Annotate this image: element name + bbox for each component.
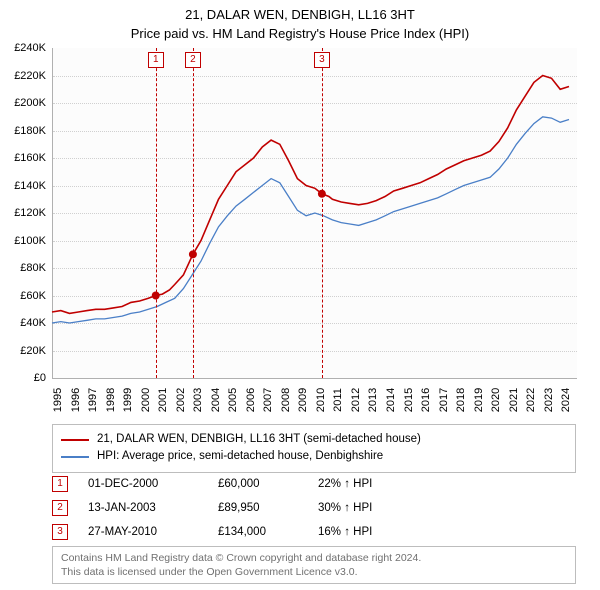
event-callout: 2 [185,52,201,68]
sale-row: 2 13-JAN-2003 £89,950 30% ↑ HPI [52,500,576,516]
x-tick-label: 2018 [455,388,467,412]
x-tick-label: 2015 [403,388,415,412]
sale-date: 27-MAY-2010 [88,526,198,538]
legend-swatch [61,439,89,441]
x-tick-label: 2017 [438,388,450,412]
y-tick-label: £180K [14,125,46,137]
x-tick-label: 2004 [210,388,222,412]
x-tick-label: 2019 [473,388,485,412]
x-tick-label: 2013 [367,388,379,412]
y-tick-label: £140K [14,180,46,192]
legend-label: 21, DALAR WEN, DENBIGH, LL16 3HT (semi-d… [97,431,421,448]
series-line [52,117,569,323]
x-tick-label: 1999 [122,388,134,412]
x-tick-label: 1996 [70,388,82,412]
y-tick-label: £20K [20,345,46,357]
chart-plot-area: 1 2 3 [52,48,576,378]
x-tick-label: 2024 [560,388,572,412]
event-callout: 3 [314,52,330,68]
sale-callout: 2 [52,500,68,516]
sale-delta: 30% ↑ HPI [318,502,372,514]
series-line [52,76,569,314]
sale-row: 1 01-DEC-2000 £60,000 22% ↑ HPI [52,476,576,492]
chart-svg [52,48,576,378]
legend-row: 21, DALAR WEN, DENBIGH, LL16 3HT (semi-d… [61,431,567,448]
x-tick-label: 2011 [332,388,344,412]
y-tick-label: £0 [34,372,46,384]
x-tick-label: 2007 [262,388,274,412]
x-tick-label: 2023 [543,388,555,412]
sale-price: £89,950 [218,502,298,514]
x-tick-label: 2000 [140,388,152,412]
legend-box: 21, DALAR WEN, DENBIGH, LL16 3HT (semi-d… [52,424,576,473]
event-vline [322,48,323,378]
x-axis-labels: 1995 1996 1997 1998 1999 2000 2001 2002 2003 2004… [52,380,576,420]
sale-callout: 1 [52,476,68,492]
event-vline [156,48,157,378]
x-tick-label: 2001 [157,388,169,412]
y-tick-label: £40K [20,317,46,329]
event-vline [193,48,194,378]
chart-title: 21, DALAR WEN, DENBIGH, LL16 3HT Price p… [0,0,600,44]
x-tick-label: 2012 [350,388,362,412]
sale-callout: 3 [52,524,68,540]
title-line-1: 21, DALAR WEN, DENBIGH, LL16 3HT [0,6,600,25]
legend-swatch [61,456,89,458]
y-axis-labels: £0£20K£40K£60K£80K£100K£120K£140K£160K£1… [0,48,50,378]
legend-label: HPI: Average price, semi-detached house,… [97,448,383,465]
sale-delta: 16% ↑ HPI [318,526,372,538]
y-tick-label: £120K [14,207,46,219]
x-tick-label: 2014 [385,388,397,412]
sale-date: 01-DEC-2000 [88,478,198,490]
y-tick-label: £160K [14,152,46,164]
x-tick-label: 2020 [490,388,502,412]
x-tick-label: 2021 [508,388,520,412]
sale-price: £134,000 [218,526,298,538]
x-tick-label: 2016 [420,388,432,412]
sale-date: 13-JAN-2003 [88,502,198,514]
title-line-2: Price paid vs. HM Land Registry's House … [0,25,600,44]
x-tick-label: 2006 [245,388,257,412]
x-tick-label: 2008 [280,388,292,412]
x-tick-label: 2002 [175,388,187,412]
x-tick-label: 2009 [297,388,309,412]
sales-table: 1 01-DEC-2000 £60,000 22% ↑ HPI 2 13-JAN-2003… [52,476,576,548]
legend-row: HPI: Average price, semi-detached house,… [61,448,567,465]
footer-line-2: This data is licensed under the Open Gov… [61,565,567,579]
y-tick-label: £220K [14,70,46,82]
x-tick-label: 1995 [52,388,64,412]
x-tick-label: 1998 [105,388,117,412]
sale-price: £60,000 [218,478,298,490]
x-tick-label: 2010 [315,388,327,412]
y-tick-label: £60K [20,290,46,302]
x-tick-label: 2003 [192,388,204,412]
x-tick-label: 1997 [87,388,99,412]
x-tick-label: 2022 [525,388,537,412]
y-tick-label: £100K [14,235,46,247]
y-tick-label: £200K [14,97,46,109]
y-tick-label: £240K [14,42,46,54]
footer-box: Contains HM Land Registry data © Crown c… [52,546,576,584]
sale-row: 3 27-MAY-2010 £134,000 16% ↑ HPI [52,524,576,540]
footer-line-1: Contains HM Land Registry data © Crown c… [61,551,567,565]
sale-delta: 22% ↑ HPI [318,478,372,490]
x-tick-label: 2005 [227,388,239,412]
y-tick-label: £80K [20,262,46,274]
event-callout: 1 [148,52,164,68]
